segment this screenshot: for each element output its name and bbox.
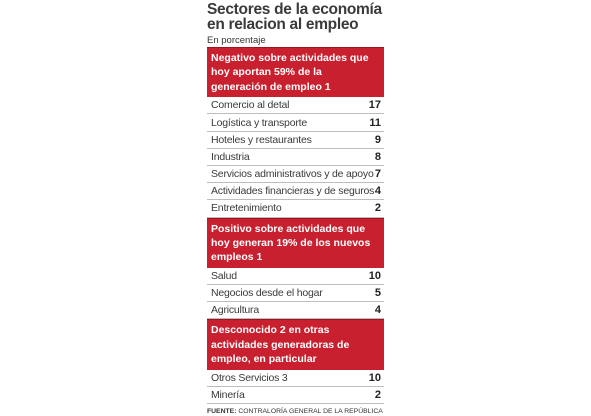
row-value: 10 (368, 371, 381, 384)
table-row: Minería 2 (207, 387, 384, 404)
section-negativo: Negativo sobre actividades que hoy aport… (207, 47, 384, 218)
row-value: 10 (368, 269, 381, 282)
infographic-panel: Sectores de la economía en relacion al e… (207, 0, 384, 416)
row-label: Comercio al detal (211, 99, 290, 112)
table-row: Industria 8 (207, 149, 384, 166)
footer-label: FUENTE: (207, 407, 237, 415)
table-row: Entretenimiento 2 (207, 200, 384, 218)
row-value: 11 (369, 116, 381, 129)
table-row: Actividades financieras y de seguros 4 (207, 183, 384, 201)
source-footer: FUENTE: CONTRALORÍA GENERAL DE LA REPÚBL… (207, 407, 384, 416)
row-label: Logística y transporte (211, 116, 307, 129)
row-label: Negocios desde el hogar (211, 287, 323, 300)
section-header: Desconocido 2 en otras actividades gener… (207, 319, 384, 370)
row-value: 8 (374, 150, 381, 163)
row-label: Actividades financieras y de seguros (211, 185, 375, 198)
table-row: Salud 10 (207, 268, 384, 285)
row-label: Agricultura (211, 304, 259, 317)
section-header: Positivo sobre actividades que hoy gener… (207, 217, 384, 268)
row-label: Servicios administrativos y de apoyo (211, 168, 374, 181)
row-label: Hoteles y restaurantes (211, 133, 312, 146)
section-desconocido: Desconocido 2 en otras actividades gener… (207, 319, 384, 404)
table-row: Hoteles y restaurantes 9 (207, 132, 384, 149)
section-positivo: Positivo sobre actividades que hoy gener… (207, 217, 384, 320)
table-row: Agricultura 4 (207, 302, 384, 320)
row-value: 2 (374, 388, 381, 401)
chart-subtitle: En porcentaje (207, 35, 266, 46)
row-value: 4 (374, 304, 381, 317)
row-value: 9 (374, 133, 381, 146)
table-row: Negocios desde el hogar 5 (207, 285, 384, 303)
section-header: Negativo sobre actividades que hoy aport… (207, 47, 384, 98)
row-value: 2 (374, 202, 381, 215)
row-value: 4 (374, 185, 381, 198)
table-row: Logística y transporte 11 (207, 114, 384, 132)
row-value: 17 (368, 99, 381, 112)
row-label: Otros Servicios 3 (211, 371, 288, 384)
table-row: Otros Servicios 3 10 (207, 370, 384, 387)
row-label: Minería (211, 388, 245, 401)
row-value: 5 (374, 287, 381, 300)
chart-title: Sectores de la economía en relacion al e… (207, 1, 382, 33)
table-row: Comercio al detal 17 (207, 97, 384, 115)
row-label: Entretenimiento (211, 202, 282, 215)
row-label: Salud (211, 269, 237, 282)
table-row: Servicios administrativos y de apoyo 7 (207, 166, 384, 184)
row-label: Industria (211, 150, 250, 163)
row-value: 7 (374, 168, 381, 181)
footer-source: CONTRALORÍA GENERAL DE LA REPÚBLICA (238, 407, 383, 415)
